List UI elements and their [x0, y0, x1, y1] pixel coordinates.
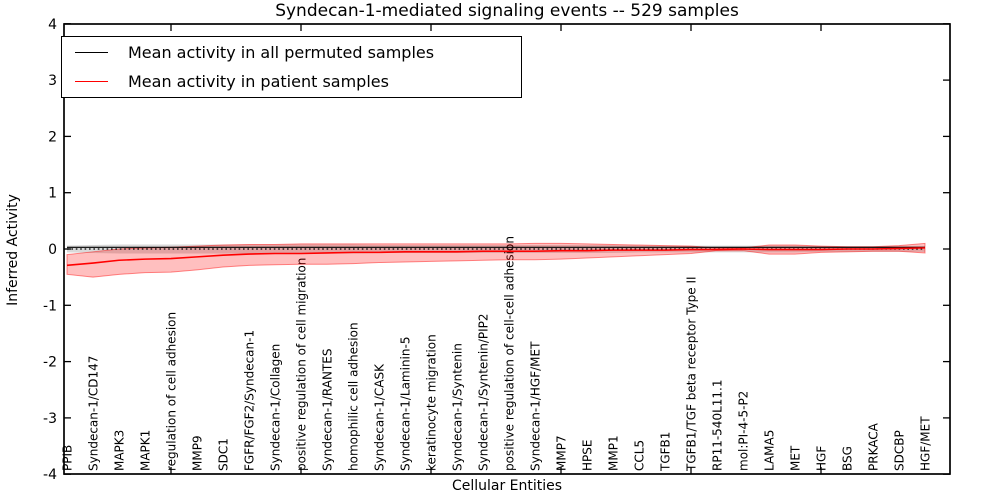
x-tick-label: MMP9	[191, 435, 205, 471]
x-tick-label: MAPK1	[139, 430, 153, 471]
x-tick-label: Syndecan-1/Syntenin	[451, 343, 465, 471]
x-tick-label: positive regulation of cell-cell adhesio…	[503, 236, 517, 471]
x-tick-label: Syndecan-1/CD147	[87, 356, 101, 471]
x-tick-label: PRKACA	[867, 422, 881, 471]
x-tick-label: MAPK3	[113, 430, 127, 471]
y-tick-label: 2	[48, 129, 57, 145]
chart-title: Syndecan-1-mediated signaling events -- …	[275, 1, 739, 21]
y-axis-label: Inferred Activity	[5, 194, 21, 306]
y-tick-label: -2	[43, 355, 57, 371]
x-tick-label: Syndecan-1/Laminin-5	[399, 337, 413, 471]
y-tick-label: -3	[43, 411, 57, 427]
patient-band	[66, 242, 926, 278]
x-tick-label: TGFB1/TGF beta receptor Type II	[685, 276, 699, 472]
x-tick-label: MMP7	[555, 435, 569, 471]
x-tick-label: positive regulation of cell migration	[295, 258, 309, 471]
x-tick-label: Syndecan-1/RANTES	[321, 349, 335, 471]
y-tick-label: 1	[48, 186, 57, 202]
x-tick-label: homophilic cell adhesion	[347, 322, 361, 471]
legend-entry-patient: Mean activity in patient samples	[62, 68, 521, 96]
x-tick-label: TGFB1	[659, 432, 673, 472]
x-tick-label: HGF	[815, 446, 829, 471]
x-tick-label: mol:PI-4-5-P2	[737, 391, 751, 471]
x-tick-label: BSG	[841, 446, 855, 471]
legend-label: Mean activity in all permuted samples	[128, 42, 435, 62]
x-tick-label: FGFR/FGF2/Syndecan-1	[243, 330, 257, 471]
y-tick-label: 0	[48, 242, 57, 258]
legend-box: Mean activity in all permuted samples Me…	[61, 36, 522, 98]
legend-line-sample-black	[75, 51, 108, 53]
x-tick-label: SDCBP	[893, 430, 907, 471]
x-tick-label: SDC1	[217, 438, 231, 471]
x-tick-label: Syndecan-1/HGF/MET	[529, 341, 543, 471]
y-tick-label: -1	[43, 298, 57, 314]
x-tick-label: MMP1	[607, 435, 621, 471]
x-tick-label: PPIB	[61, 445, 75, 471]
x-tick-label: Syndecan-1/Collagen	[269, 344, 283, 471]
legend-label: Mean activity in patient samples	[128, 72, 389, 92]
y-tick-label: -4	[43, 467, 57, 483]
x-tick-label: regulation of cell adhesion	[165, 312, 179, 471]
y-tick-label: 4	[48, 17, 57, 33]
x-tick-label: RP11-540L11.1	[711, 380, 725, 471]
axes-frame	[63, 23, 951, 475]
patient-mean-line	[66, 247, 926, 267]
y-tick-label: 3	[48, 73, 57, 89]
x-tick-label: HPSE	[581, 440, 595, 471]
legend-line-sample-red	[75, 81, 108, 83]
x-tick-label: keratinocyte migration	[425, 334, 439, 471]
x-tick-label: HGF/MET	[919, 416, 933, 471]
legend-entry-permuted: Mean activity in all permuted samples	[62, 38, 521, 66]
x-tick-label: CCL5	[633, 440, 647, 471]
x-axis-label: Cellular Entities	[451, 478, 563, 494]
x-tick-label: Syndecan-1/CASK	[373, 363, 387, 471]
x-tick-label: MET	[789, 445, 803, 471]
x-tick-label: LAMA5	[763, 430, 777, 471]
x-tick-label: Syndecan-1/Syntenin/PIP2	[477, 313, 491, 471]
